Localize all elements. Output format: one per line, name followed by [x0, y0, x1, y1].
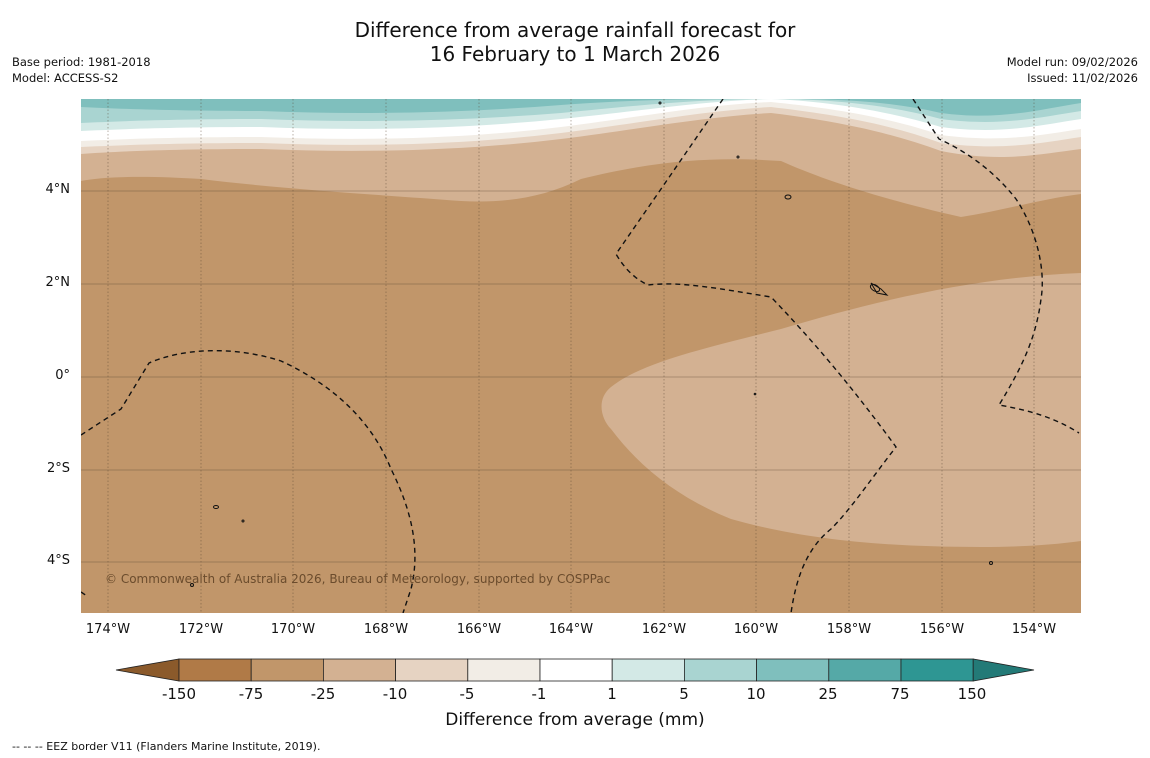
island-malden — [989, 561, 993, 565]
island-sw — [190, 583, 194, 587]
lat-label: 2°S — [46, 461, 70, 476]
contour-equator-lighter-region — [601, 273, 1081, 547]
colorbar-tick: -150 — [161, 685, 197, 703]
colorbar-segment — [539, 658, 613, 682]
eez-legend-text: -- -- -- EEZ border V11 (Flanders Marine… — [12, 740, 321, 753]
colorbar-tick: 25 — [818, 685, 838, 703]
title-line-1: Difference from average rainfall forecas… — [354, 18, 796, 42]
colorbar-segment — [828, 658, 902, 682]
colorbar-tick: -25 — [310, 685, 336, 703]
lat-label: 0° — [55, 368, 70, 383]
copyright-text: © Commonwealth of Australia 2026, Bureau… — [105, 572, 611, 586]
issued-text: Issued: 11/02/2026 — [1027, 71, 1138, 85]
eez-borders — [81, 99, 1080, 613]
colorbar-segment — [684, 658, 758, 682]
contour-plus25-band — [81, 99, 1081, 116]
islands — [190, 101, 993, 587]
colorbar-segment — [611, 658, 685, 682]
island-kiritimati-lagoon — [870, 282, 889, 296]
map-panel — [81, 99, 1081, 613]
colorbar-tick: 150 — [957, 685, 987, 703]
lon-label: 164°W — [548, 622, 594, 637]
meta-left: Base period: 1981-2018 Model: ACCESS-S2 — [12, 54, 151, 86]
eez-border-line-islands — [615, 99, 897, 613]
island-tabuaeran — [784, 194, 792, 200]
lat-label: 2°N — [45, 275, 71, 290]
lon-label: 158°W — [826, 622, 872, 637]
colorbar-segment — [178, 658, 252, 682]
colorbar-label: Difference from average (mm) — [445, 710, 705, 730]
lon-label: 162°W — [641, 622, 687, 637]
colorbar-segment — [322, 658, 396, 682]
lon-label: 170°W — [270, 622, 316, 637]
colorbar-segment — [900, 658, 974, 682]
island-teraina — [736, 155, 740, 159]
island-howland — [241, 519, 245, 523]
lon-label: 166°W — [456, 622, 502, 637]
colorbar-tick: 1 — [607, 685, 617, 703]
colorbar-segment — [395, 658, 469, 682]
eez-border-kiribati-west — [81, 349, 416, 613]
island-small-north — [658, 101, 662, 105]
colorbar-tick: -75 — [238, 685, 264, 703]
colorbar-segment — [250, 658, 324, 682]
colorbar-segment — [756, 658, 830, 682]
lat-label: 4°N — [45, 182, 71, 197]
colorbar-tick: -5 — [459, 685, 475, 703]
lon-label: 174°W — [85, 622, 131, 637]
lon-label: 168°W — [363, 622, 409, 637]
colorbar-extend-low — [115, 658, 180, 682]
chart-title: Difference from average rainfall forecas… — [0, 18, 1150, 66]
graticule — [81, 99, 1081, 613]
colorbar-extend-high — [972, 658, 1035, 682]
island-kiritimati — [869, 283, 881, 293]
colorbar-tick: 5 — [679, 685, 689, 703]
colorbar-tick: 10 — [746, 685, 766, 703]
island-baker — [213, 505, 219, 509]
title-line-2: 16 February to 1 March 2026 — [429, 42, 721, 66]
eez-border-corner-fragment — [81, 591, 88, 597]
map-svg — [81, 99, 1081, 613]
colorbar-tick: -1 — [531, 685, 547, 703]
colorbar-tick: 75 — [890, 685, 910, 703]
model-text: Model: ACCESS-S2 — [12, 71, 119, 85]
colorbar-segment — [467, 658, 541, 682]
model-run-text: Model run: 09/02/2026 — [1006, 55, 1138, 69]
lat-label: 4°S — [46, 553, 70, 568]
island-jarvis — [753, 392, 757, 396]
base-period-text: Base period: 1981-2018 — [12, 55, 151, 69]
lon-label: 156°W — [919, 622, 965, 637]
colorbar-tick: -10 — [382, 685, 408, 703]
meta-right: Model run: 09/02/2026 Issued: 11/02/2026 — [1007, 54, 1138, 86]
lon-label: 160°W — [733, 622, 779, 637]
lon-label: 154°W — [1011, 622, 1057, 637]
lon-label: 172°W — [178, 622, 224, 637]
colorbar — [115, 658, 1035, 682]
